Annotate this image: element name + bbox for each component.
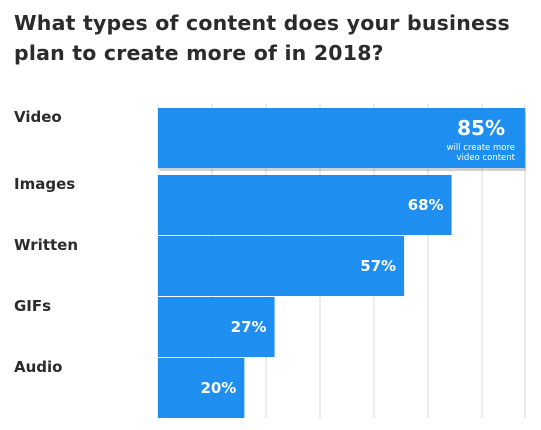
category-label: Audio	[14, 358, 62, 376]
bar-video	[158, 108, 525, 168]
annotation-label: video content	[457, 153, 516, 163]
bar-gifs	[158, 297, 275, 357]
bars	[158, 108, 526, 418]
category-label: GIFs	[14, 297, 51, 315]
bar-images	[158, 175, 452, 235]
bar-audio	[158, 358, 245, 418]
chart-title: What types of content does your business…	[14, 11, 510, 65]
category-label: Written	[14, 236, 78, 254]
bar-written	[158, 236, 405, 296]
value-label: 27%	[231, 318, 267, 336]
annotation-label: will create more	[447, 143, 515, 153]
value-label: 57%	[360, 257, 396, 275]
category-label: Images	[14, 175, 75, 193]
value-label: 20%	[200, 379, 236, 397]
value-label: 85%	[457, 116, 505, 140]
category-label: Video	[14, 108, 62, 126]
value-label: 68%	[408, 196, 444, 214]
